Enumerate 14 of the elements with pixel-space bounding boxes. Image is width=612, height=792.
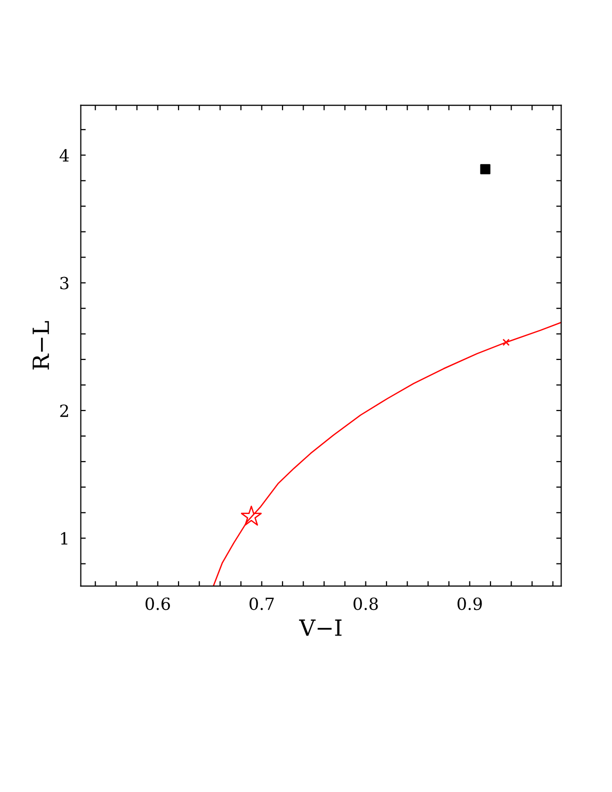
x-tick-label: 0.9 (458, 597, 482, 610)
point (502, 338, 510, 346)
x-tick-label: 0.8 (354, 597, 378, 610)
y-tick-label: 2 (60, 404, 68, 417)
y-tick-label: 1 (61, 532, 68, 545)
y-axis-title: R−L (32, 321, 49, 370)
line-series (212, 322, 562, 586)
y-tick-label: 4 (60, 149, 69, 162)
x-axis-title: V−I (299, 620, 342, 636)
point (480, 164, 490, 174)
point (240, 506, 262, 526)
x-tick-label: 0.6 (146, 597, 170, 610)
y-tick-label: 3 (60, 276, 68, 290)
x-tick-label: 0.7 (250, 597, 274, 610)
